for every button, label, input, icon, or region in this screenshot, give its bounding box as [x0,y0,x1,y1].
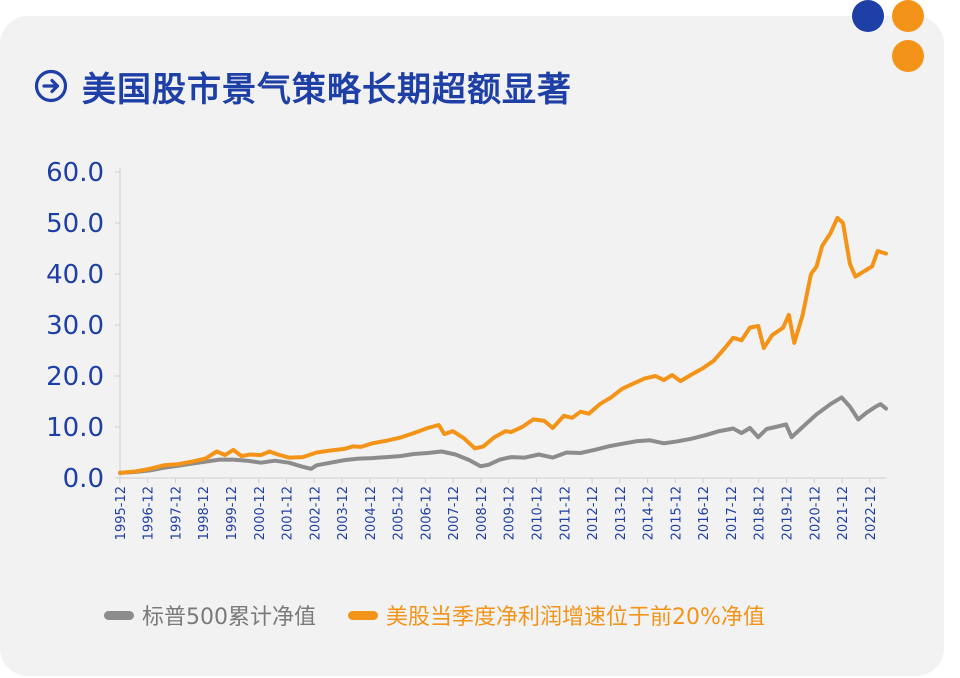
x-tick-label: 2009-12 [503,486,518,540]
decor-dot-orange-top [892,0,924,32]
y-tick-label: 40.0 [46,260,104,290]
y-tick-label: 0.0 [63,464,104,494]
x-tick-label: 2000-12 [253,486,268,540]
x-tick-label: 2006-12 [419,486,434,540]
legend-swatch-orange [348,610,378,620]
x-tick-label: 2016-12 [697,486,712,540]
y-tick-label: 20.0 [46,362,104,392]
y-tick-label: 50.0 [46,209,104,239]
x-tick-label: 2005-12 [392,486,407,540]
legend-item-sp500: 标普500累计净值 [104,599,316,631]
decor-dot-orange-bottom [892,40,924,72]
x-tick-label: 2022-12 [864,486,879,540]
x-tick-label: 2010-12 [531,486,546,540]
y-tick-label: 10.0 [46,413,104,443]
x-tick-label: 2011-12 [558,486,573,540]
chart-card [0,16,944,676]
x-tick-label: 2020-12 [808,486,823,540]
x-tick-label: 2015-12 [669,486,684,540]
series-line-sp500 [118,395,888,475]
y-tick-label: 30.0 [46,311,104,341]
arrow-right-circle-icon [34,69,68,103]
x-tick-label: 1995-12 [114,486,129,540]
legend-swatch-gray [104,610,134,620]
x-tick-label: 2007-12 [447,486,462,540]
x-tick-label: 2018-12 [753,486,768,540]
x-tick-label: 2002-12 [308,486,323,540]
x-tick-label: 2019-12 [780,486,795,540]
chart-legend: 标普500累计净值 美股当季度净利润增速位于前20%净值 [104,598,797,632]
x-tick-label: 1999-12 [225,486,240,540]
decor-dot-blue [852,0,884,32]
x-tick-label: 2014-12 [642,486,657,540]
x-tick-label: 2021-12 [836,486,851,540]
x-tick-label: 2013-12 [614,486,629,540]
y-tick-label: 60.0 [46,158,104,188]
series-line-top20 [118,215,888,475]
page-title: 美国股市景气策略长期超额显著 [82,69,572,110]
x-tick-label: 2017-12 [725,486,740,540]
legend-label-top20: 美股当季度净利润增速位于前20%净值 [386,605,765,630]
x-tick-label: 2008-12 [475,486,490,540]
x-tick-label: 2001-12 [281,486,296,540]
x-tick-label: 1997-12 [169,486,184,540]
legend-label-sp500: 标普500累计净值 [142,605,316,630]
legend-item-top20: 美股当季度净利润增速位于前20%净值 [348,599,765,631]
x-tick-label: 2012-12 [586,486,601,540]
title-row: 美国股市景气策略长期超额显著 [34,66,572,110]
x-tick-label: 2004-12 [364,486,379,540]
x-tick-label: 2003-12 [336,486,351,540]
x-tick-label: 1998-12 [197,486,212,540]
x-tick-label: 1996-12 [142,486,157,540]
